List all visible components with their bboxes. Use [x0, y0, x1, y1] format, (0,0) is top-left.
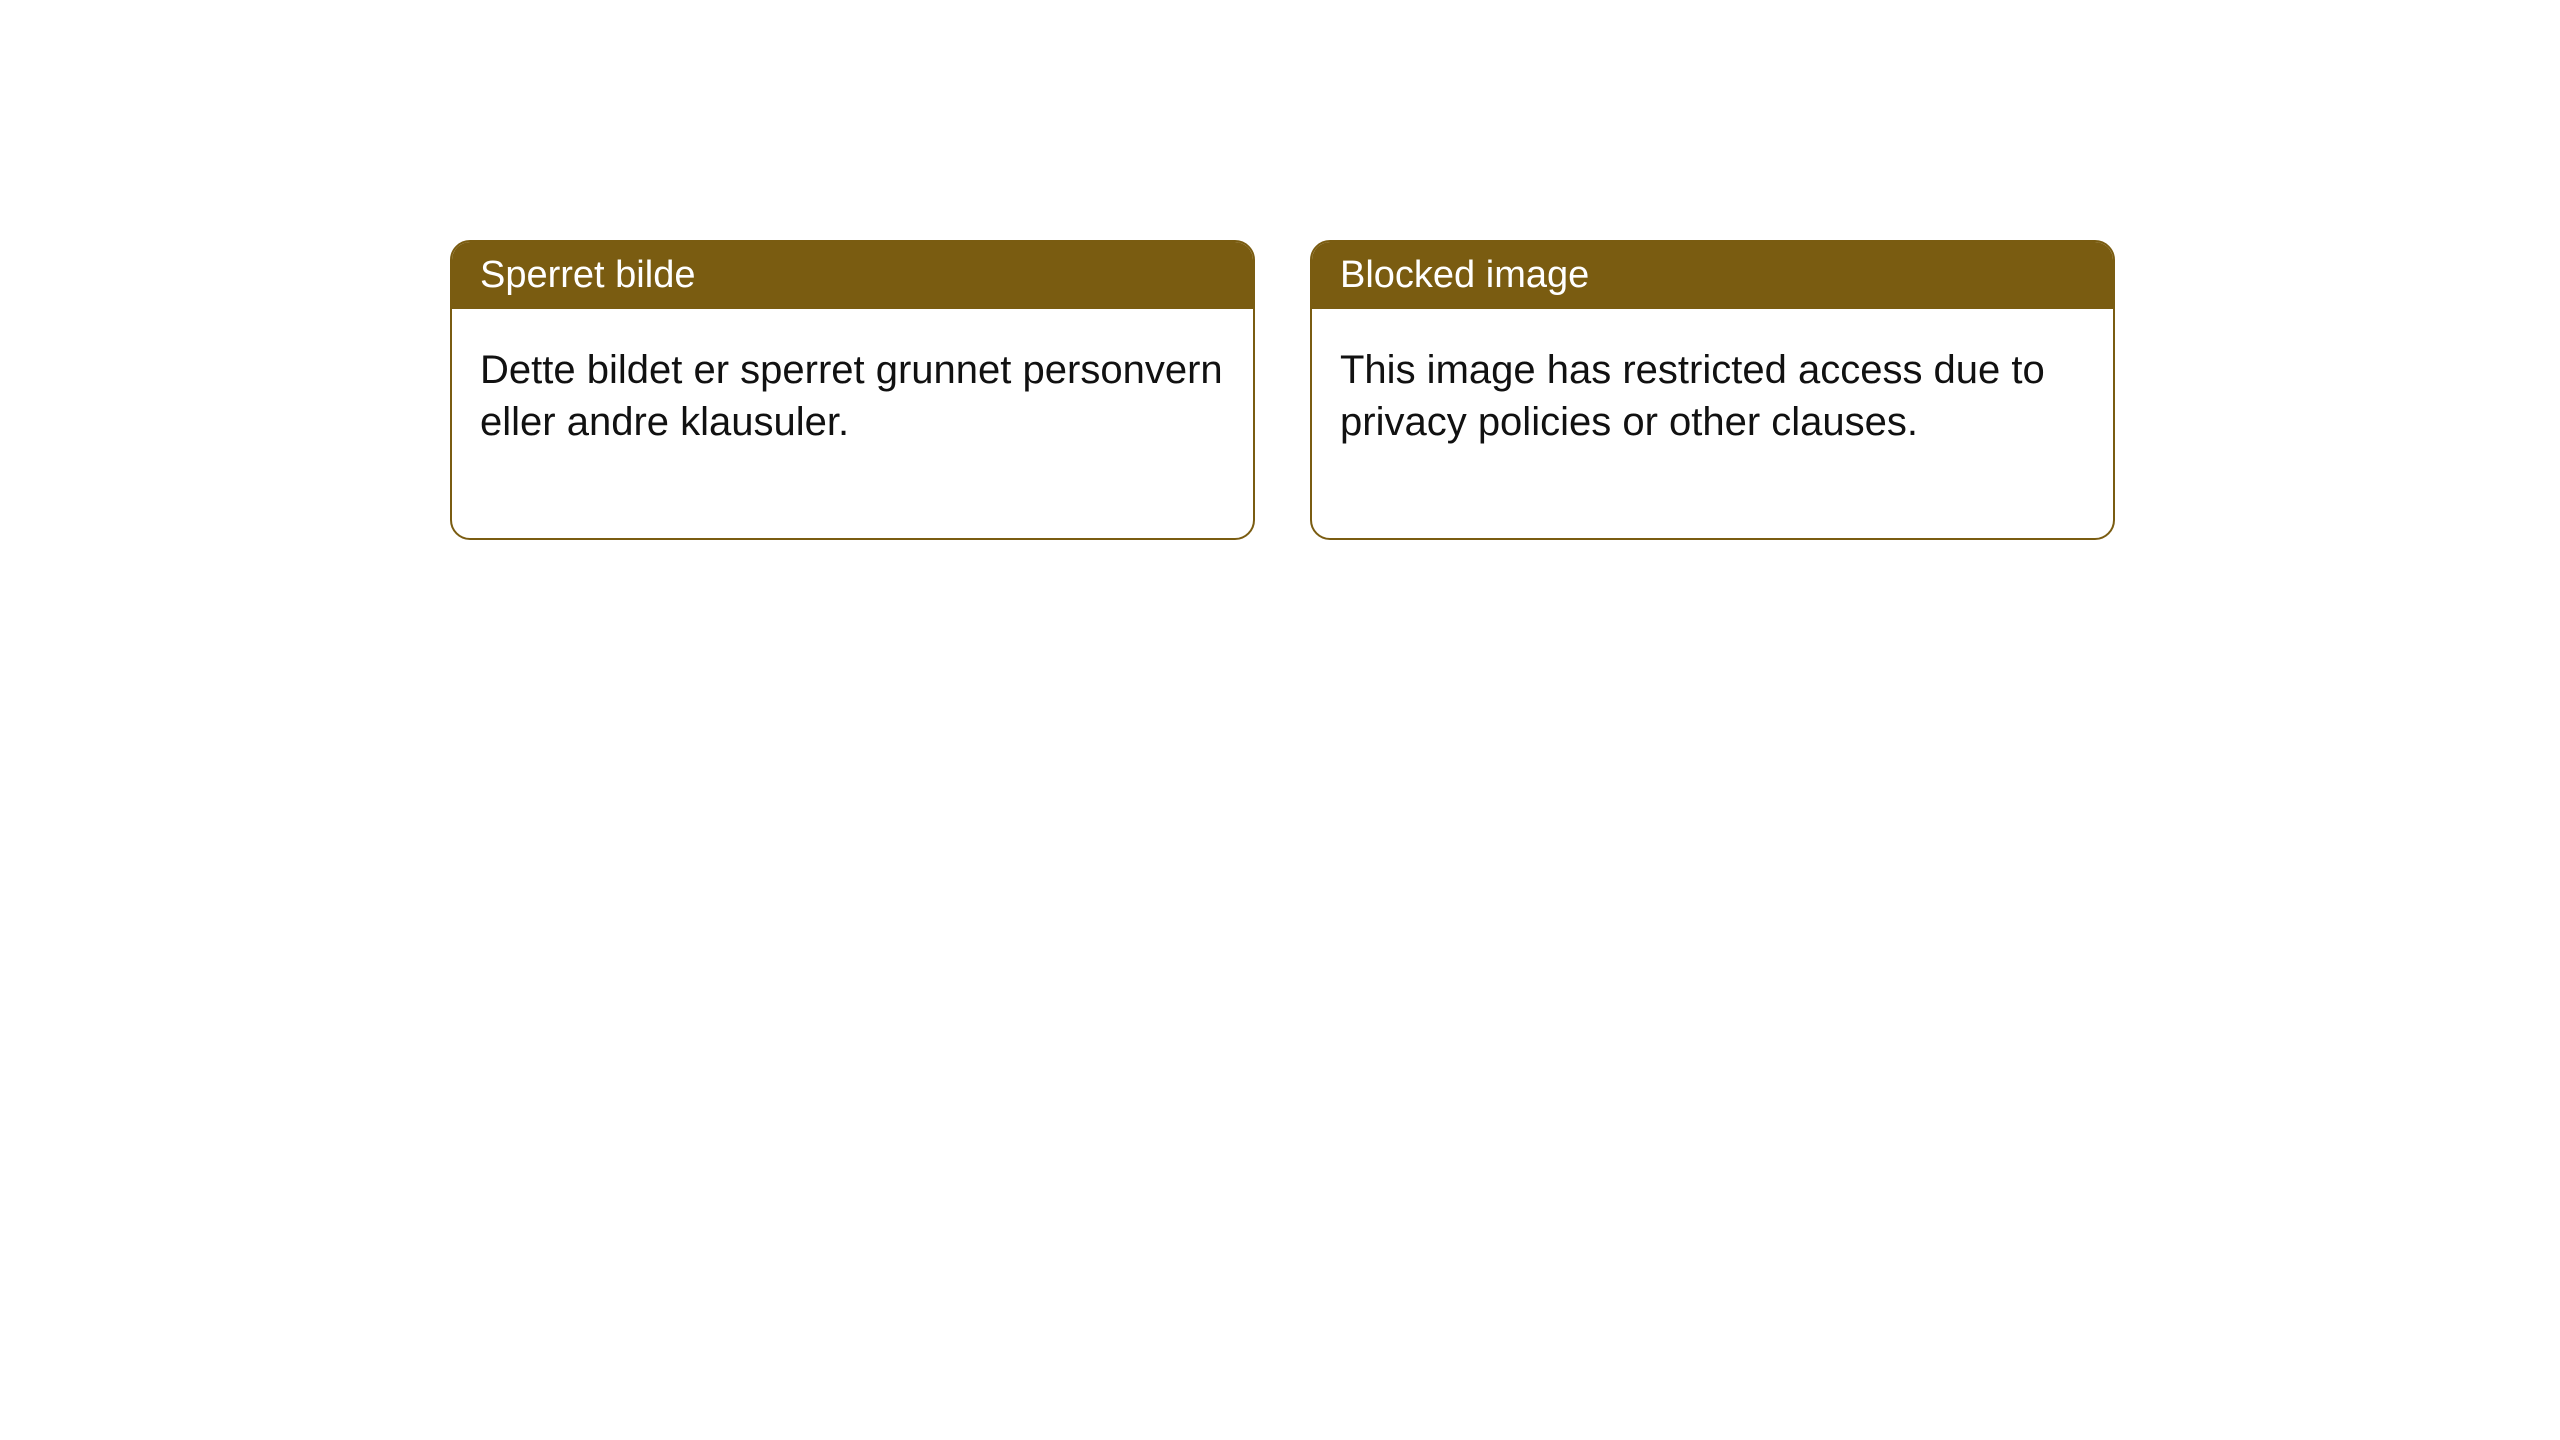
- notice-body: This image has restricted access due to …: [1312, 309, 2113, 538]
- notice-card-norwegian: Sperret bilde Dette bildet er sperret gr…: [450, 240, 1255, 540]
- notice-title: Sperret bilde: [452, 242, 1253, 309]
- notice-title: Blocked image: [1312, 242, 2113, 309]
- notice-body: Dette bildet er sperret grunnet personve…: [452, 309, 1253, 538]
- notice-card-english: Blocked image This image has restricted …: [1310, 240, 2115, 540]
- notice-container: Sperret bilde Dette bildet er sperret gr…: [450, 240, 2115, 540]
